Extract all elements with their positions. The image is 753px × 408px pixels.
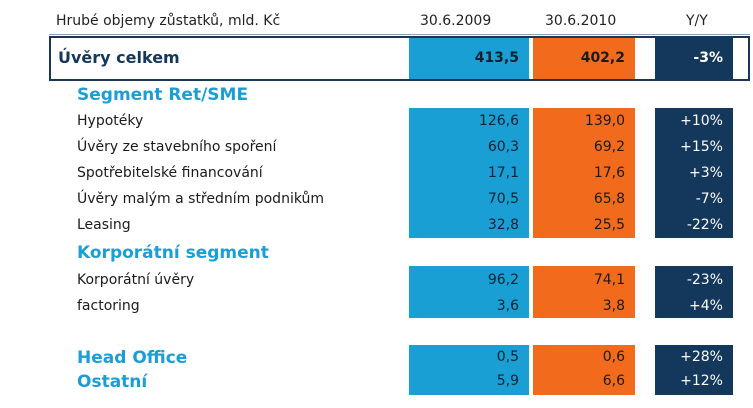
hypoteky-2009: 126,6 (478, 113, 519, 129)
corporate-yy-column (655, 266, 733, 318)
total-yy-value: -3% (655, 38, 733, 79)
row-label-factoring: factoring (77, 298, 140, 314)
stavebni-sporeni-2010: 69,2 (593, 139, 625, 155)
other-yy-column (655, 345, 733, 395)
column-header-2009: 30.6.2009 (420, 13, 492, 29)
segment-title-retail: Segment Ret/SME (77, 85, 249, 105)
other-2010-column (533, 345, 635, 395)
spotrebitelske-yy: +3% (689, 165, 723, 181)
retail-yy-column (655, 108, 733, 238)
leasing-2009: 32,8 (487, 217, 519, 233)
row-label-hypoteky: Hypotéky (77, 113, 144, 129)
row-label-sme: Úvěry malým a středním podnikům (77, 191, 325, 207)
row-label-ostatni: Ostatní (77, 372, 148, 392)
leasing-2010: 25,5 (593, 217, 625, 233)
head-office-yy: +28% (680, 349, 723, 365)
stavebni-sporeni-yy: +15% (680, 139, 723, 155)
factoring-2009: 3,6 (496, 298, 519, 314)
total-row (49, 36, 750, 81)
retail-2010-column (533, 108, 635, 238)
spotrebitelske-2009: 17,1 (487, 165, 519, 181)
head-office-2009: 0,5 (496, 349, 519, 365)
factoring-2010: 3,8 (602, 298, 625, 314)
sme-2010: 65,8 (593, 191, 625, 207)
hypoteky-yy: +10% (680, 113, 723, 129)
corporate-2009-column (409, 266, 529, 318)
segment-title-corporate: Korporátní segment (77, 243, 269, 263)
row-label-leasing: Leasing (77, 217, 131, 233)
ostatni-2009: 5,9 (496, 373, 519, 389)
leasing-yy: -22% (686, 217, 723, 233)
stavebni-sporeni-2009: 60,3 (487, 139, 519, 155)
total-2009-value: 413,5 (409, 38, 529, 79)
ostatni-yy: +12% (680, 373, 723, 389)
korporatni-uvery-yy: -23% (686, 272, 723, 288)
other-2009-column (409, 345, 529, 395)
sme-2009: 70,5 (487, 191, 519, 207)
row-label-head-office: Head Office (77, 348, 188, 368)
total-2010-value: 402,2 (533, 38, 635, 79)
column-header-yy: Y/Y (686, 13, 708, 29)
row-label-stavebni-sporeni: Úvěry ze stavebního spoření (77, 139, 277, 155)
korporatni-uvery-2009: 96,2 (487, 272, 519, 288)
hypoteky-2010: 139,0 (584, 113, 625, 129)
header-divider (49, 34, 750, 35)
korporatni-uvery-2010: 74,1 (593, 272, 625, 288)
table-title: Hrubé objemy zůstatků, mld. Kč (56, 13, 281, 29)
corporate-2010-column (533, 266, 635, 318)
factoring-yy: +4% (689, 298, 723, 314)
spotrebitelske-2010: 17,6 (593, 165, 625, 181)
retail-2009-column (409, 108, 529, 238)
row-label-spotrebitelske: Spotřebitelské financování (77, 165, 263, 181)
sme-yy: -7% (695, 191, 723, 207)
head-office-2010: 0,6 (602, 349, 625, 365)
row-label-korporatni-uvery: Korporátní úvěry (77, 272, 195, 288)
column-header-2010: 30.6.2010 (545, 13, 617, 29)
ostatni-2010: 6,6 (602, 373, 625, 389)
total-label: Úvěry celkem (58, 48, 180, 67)
